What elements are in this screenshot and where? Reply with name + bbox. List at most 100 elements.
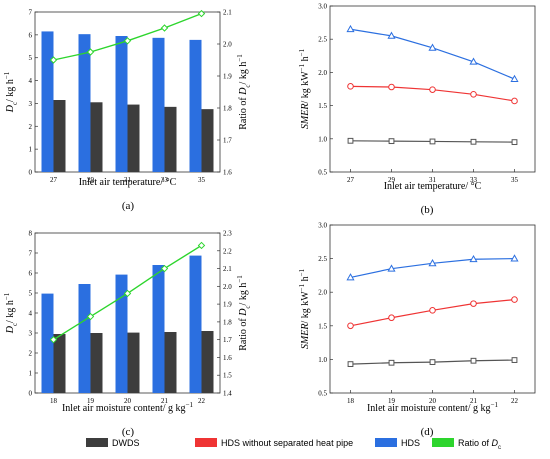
y-axis-label-text: SMER/ kg kW−1 h−1 — [298, 48, 311, 129]
y-tick-label: 1 — [29, 146, 33, 154]
point-triangle — [510, 74, 519, 82]
legend-swatch-dwds — [86, 438, 108, 447]
x-axis-label: Inlet air moisture content/ g kg−1 — [62, 401, 194, 414]
panel-1: 0.5 1.0 1.5 2.0 2.5 3.0 27 29 31 33 35 Inlet air te… — [318, 3, 536, 216]
x-axis-label: Inlet air temperature/ °C — [79, 177, 177, 188]
x-tick-label: 22 — [511, 397, 519, 405]
ratio-point — [123, 37, 132, 45]
x-tick-label: 33 — [161, 176, 169, 184]
x-tick-label: 22 — [198, 397, 206, 405]
point-circle — [511, 97, 518, 105]
y2-axis-label-text: Ratio of Dc/ kg h−1 — [236, 275, 252, 351]
point-circle — [429, 307, 436, 314]
y-tick-label: 5 — [29, 54, 33, 62]
x-tick-label: 20 — [429, 397, 437, 405]
y2-axis-label: Ratio of Dc/ kg h−1 — [236, 54, 252, 130]
panel-label: (a) — [122, 200, 135, 212]
ratio-point — [49, 56, 58, 64]
point-square — [470, 357, 477, 364]
point-square — [347, 137, 354, 144]
bar-dwds — [127, 332, 140, 393]
ratio-point — [86, 48, 95, 56]
x-tick-label: 35 — [198, 176, 206, 184]
y2-tick-label: 1.9 — [223, 73, 232, 81]
point-circle — [347, 83, 354, 90]
point-square — [429, 359, 436, 365]
y2-axis-label-text: Ratio of Dc/ kg h−1 — [236, 54, 252, 130]
y-tick-label: 0.5 — [318, 390, 327, 398]
y-tick-label: 7 — [29, 250, 33, 258]
point-triangle — [469, 57, 478, 65]
y-axis-label: Dc/ kg h−1 — [3, 292, 19, 334]
y-tick-label: 1.0 — [318, 356, 327, 364]
legend-label-hds_wo: HDS without separated heat pipe — [221, 438, 353, 448]
y2-tick-label: 1.8 — [223, 318, 232, 326]
x-tick-label: 29 — [388, 176, 396, 184]
point-triangle — [469, 254, 478, 263]
legend-swatch-hds — [375, 438, 397, 447]
bar-hds — [41, 293, 54, 393]
bar-hds — [78, 284, 91, 393]
bar-hds — [115, 274, 128, 393]
bar-hds — [41, 31, 54, 172]
legend-label-ratio: Ratio of Dc — [458, 438, 501, 451]
bar-hds — [152, 265, 165, 393]
y-tick-label: 2 — [29, 350, 33, 358]
y-tick-label: 8 — [29, 230, 33, 238]
legend-swatch-hds_wo — [195, 438, 217, 447]
y-tick-label: 1.5 — [318, 322, 327, 330]
y-axis-label: Dc/ kg h−1 — [3, 71, 19, 113]
point-square — [511, 357, 518, 363]
x-axis-label: Inlet air temperature/ °C — [384, 181, 482, 192]
y-tick-label: 1 — [29, 370, 33, 378]
x-tick-label: 27 — [347, 176, 355, 184]
y-tick-label: 0.5 — [318, 169, 327, 177]
point-square — [470, 138, 477, 145]
y-tick-label: 1.0 — [318, 135, 327, 143]
legend-swatch-ratio — [432, 438, 454, 447]
x-tick-label: 21 — [470, 397, 478, 405]
point-circle — [429, 86, 436, 93]
ratio-point — [49, 335, 58, 344]
y2-tick-label: 2.2 — [223, 247, 232, 255]
y2-axis-label: Ratio of Dc/ kg h−1 — [236, 275, 252, 351]
y-tick-label: 2.5 — [318, 36, 327, 44]
y-tick-label: 4 — [29, 310, 33, 318]
y-axis-label-text: SMER/ kg kW−1 h−1 — [298, 268, 311, 349]
y-tick-label: 3 — [29, 330, 33, 338]
point-square — [388, 359, 395, 366]
panel-0: 0 1 2 3 4 5 6 7 27 29 31 33 35 Inlet air temperature/… — [29, 9, 233, 213]
legend-label-hds: HDS — [401, 438, 420, 448]
x-tick-label: 31 — [429, 176, 437, 184]
point-triangle — [428, 258, 437, 267]
line-triangle — [350, 28, 515, 80]
bar-dwds — [164, 332, 177, 393]
bar-hds — [78, 34, 91, 172]
y2-tick-label: 1.5 — [223, 372, 232, 380]
y-tick-label: 6 — [29, 270, 33, 278]
ratio-point — [86, 312, 95, 321]
y-tick-label: 3.0 — [318, 3, 327, 11]
y-tick-label: 2.5 — [318, 255, 327, 263]
bar-dwds — [53, 334, 66, 393]
ratio-point — [197, 241, 206, 250]
y-axis-label-text: Dc/ kg h−1 — [3, 71, 19, 113]
point-triangle — [387, 264, 396, 272]
x-tick-label: 33 — [470, 176, 478, 184]
y2-tick-label: 1.4 — [223, 390, 232, 398]
panel-label: (b) — [421, 204, 434, 216]
y2-tick-label: 1.8 — [223, 105, 232, 113]
point-triangle — [346, 273, 355, 281]
x-tick-label: 35 — [511, 176, 519, 184]
x-tick-label: 31 — [124, 176, 132, 184]
bar-dwds — [127, 104, 140, 172]
bar-dwds — [201, 109, 214, 172]
bar-dwds — [201, 331, 214, 393]
point-circle — [388, 314, 395, 322]
y-tick-label: 6 — [29, 31, 33, 39]
point-triangle — [428, 43, 437, 51]
panel-label: (c) — [122, 426, 135, 438]
y2-tick-label: 2.3 — [223, 230, 232, 238]
y-tick-label: 2.0 — [318, 289, 327, 297]
